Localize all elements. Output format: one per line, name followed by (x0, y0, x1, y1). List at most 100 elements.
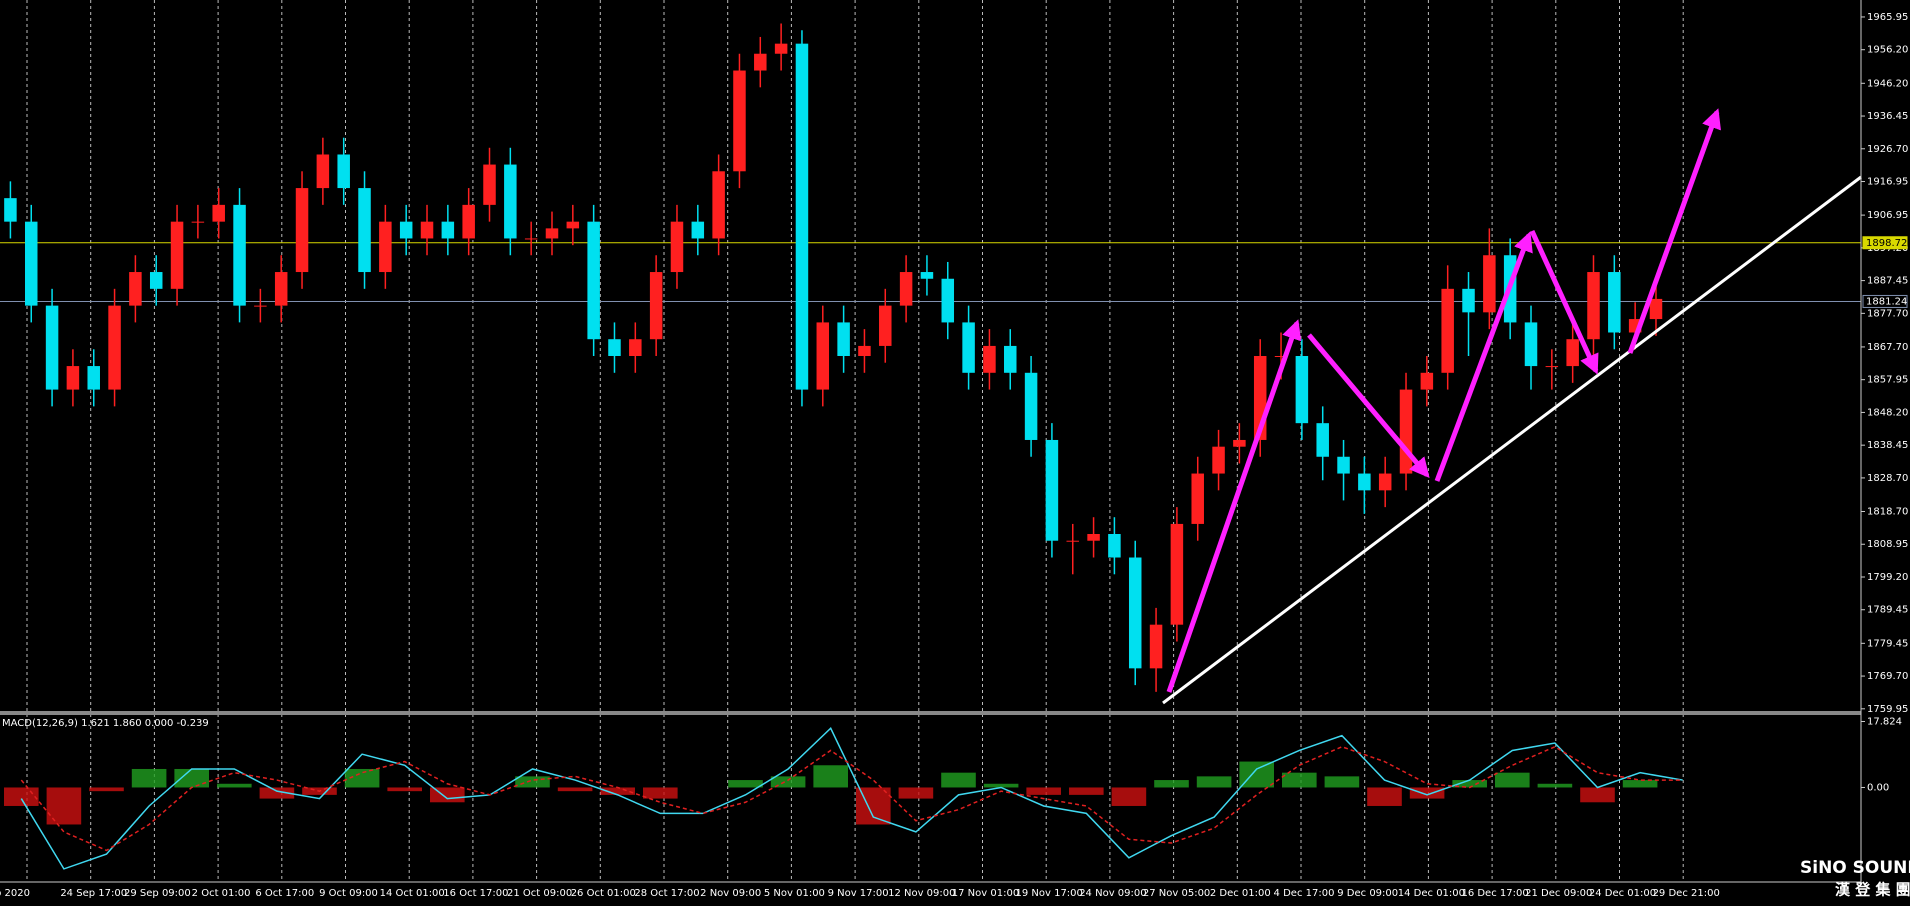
candle-body (1483, 255, 1496, 313)
y-tick-label: 1926.70 (1867, 144, 1908, 155)
candle-body (1545, 366, 1559, 368)
candle-body (212, 204, 225, 222)
x-tick-label: 19 Nov 17:00 (1015, 888, 1082, 899)
candle-body (45, 305, 59, 390)
y-tick-label: 1848.20 (1867, 407, 1908, 418)
candle-body (1420, 372, 1434, 390)
x-tick-label: 16 Dec 17:00 (1461, 888, 1528, 899)
x-tick-label: 9 Dec 09:00 (1337, 888, 1398, 899)
candle-body (754, 53, 767, 71)
y-tick-label: 1956.20 (1867, 45, 1908, 56)
arrow (1529, 229, 1599, 375)
y-tick-label: 1769.70 (1867, 671, 1908, 682)
candle-body (879, 305, 892, 346)
histogram-bar (1196, 776, 1232, 788)
y-tick-label: 1867.70 (1867, 342, 1908, 353)
x-tick-label: 21 Dec 09:00 (1525, 888, 1592, 899)
x-tick-label: 24 Sep 17:00 (60, 888, 127, 899)
histogram-bar (1409, 787, 1445, 799)
candle-body (1087, 534, 1100, 541)
candle-body (795, 43, 809, 390)
candle-body (1066, 540, 1079, 542)
y-tick-label: 1877.70 (1867, 308, 1908, 319)
x-tick-label: 24 Dec 01:00 (1589, 888, 1656, 899)
candle-body (1524, 322, 1538, 367)
candle-body (316, 154, 330, 189)
y-tick-label: 1916.95 (1867, 177, 1908, 188)
candle-body (4, 198, 17, 222)
candle-body (691, 221, 705, 239)
candle-body (1399, 389, 1413, 474)
x-tick-label: 16 Oct 17:00 (443, 888, 508, 899)
candle-body (1004, 345, 1017, 373)
histogram-bar (941, 772, 976, 788)
histogram-bar (387, 787, 422, 792)
candle-body (337, 154, 350, 189)
candle-body (399, 221, 413, 239)
candle-body (524, 238, 538, 240)
candle-body (420, 221, 434, 239)
y-tick-label: 17.824 (1867, 717, 1902, 728)
candle-body (1441, 288, 1454, 373)
x-tick-label: 29 Dec 21:00 (1653, 888, 1720, 899)
candle-body (108, 305, 121, 390)
candle-body (566, 221, 580, 229)
x-tick-label: 12 Nov 09:00 (888, 888, 955, 899)
candle-body (1170, 523, 1184, 625)
y-tick-label: 1808.95 (1867, 539, 1908, 550)
x-tick-label: 28 Oct 17:00 (634, 888, 699, 899)
arrow (1434, 231, 1533, 482)
candle-body (837, 322, 850, 356)
candle-body (87, 366, 100, 390)
candle-body (170, 221, 184, 289)
candle-body (1358, 473, 1371, 491)
histogram-bar (1154, 780, 1189, 788)
candle-body (358, 188, 371, 273)
candle-body (1212, 446, 1225, 474)
candle-body (1108, 534, 1121, 558)
indicator-label: MACD(12,26,9) 1.621 1.860 0.000 -0.239 (2, 718, 209, 729)
histogram-bar (600, 787, 635, 795)
x-tick-label: 2 Dec 01:00 (1210, 888, 1271, 899)
histogram-bar (174, 768, 209, 788)
logo-chinese: 漢 登 集 團 (1835, 881, 1910, 899)
candle-body (545, 228, 559, 239)
y-tick-label: 0.00 (1867, 782, 1889, 793)
candle-body (712, 171, 725, 239)
histogram-bar (217, 783, 252, 788)
price-label-box (1862, 236, 1908, 250)
candle-body (149, 272, 163, 289)
candle-body (816, 322, 830, 390)
price-label: 1881.24 (1866, 296, 1907, 307)
candle-body (774, 43, 788, 54)
arrow (1627, 108, 1721, 354)
y-tick-label: 1818.70 (1867, 506, 1908, 517)
x-tick-label: 4 Dec 17:00 (1274, 888, 1335, 899)
x-tick-label: 9 Oct 09:00 (319, 888, 378, 899)
candle-body (1233, 439, 1246, 447)
y-tick-label: 1857.95 (1867, 375, 1908, 386)
histogram-bar (1537, 783, 1573, 788)
candle-body (66, 366, 80, 390)
x-tick-label: 21 Oct 09:00 (507, 888, 572, 899)
trend-line (1162, 175, 1862, 705)
candle-body (587, 221, 600, 340)
x-tick-label: 14 Dec 01:00 (1398, 888, 1465, 899)
candle-body (608, 339, 621, 356)
candle-body (1587, 272, 1600, 340)
candle-body (233, 204, 246, 306)
histogram-bar (89, 787, 124, 792)
x-tick-label: 2 Sep 2020 (0, 888, 30, 899)
histogram-bar (515, 776, 550, 788)
candle-body (483, 164, 496, 205)
y-tick-label: 1789.45 (1867, 605, 1908, 616)
candle-body (1295, 356, 1309, 424)
indicator-line (20, 745, 1683, 852)
histogram-bar (1367, 787, 1402, 806)
x-tick-label: 27 Nov 05:00 (1143, 888, 1210, 899)
candle-body (858, 345, 871, 356)
y-tick-label: 1887.45 (1867, 276, 1908, 287)
x-tick-label: 17 Nov 01:00 (952, 888, 1019, 899)
histogram-bar (1239, 761, 1274, 788)
candle-body (24, 221, 38, 306)
